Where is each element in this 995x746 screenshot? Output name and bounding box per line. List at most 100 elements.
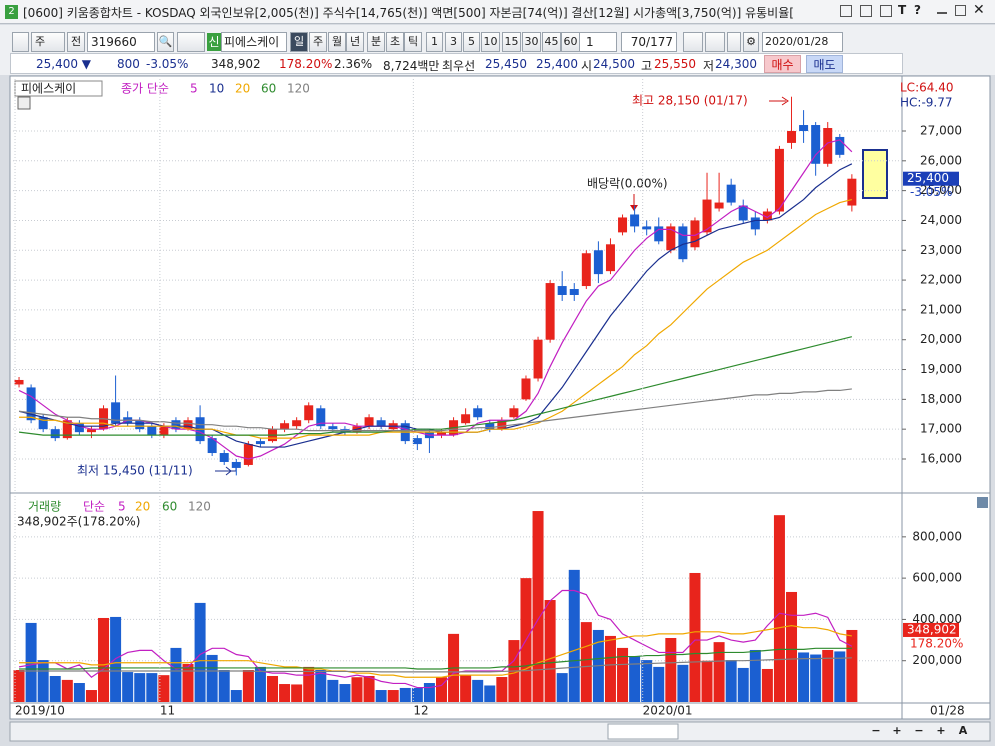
end-date: 01/28 [930, 704, 965, 718]
buy-button[interactable]: 매수 [764, 55, 801, 73]
minimize[interactable] [937, 12, 947, 14]
search-button[interactable]: 🔍 [157, 32, 174, 52]
interval-button[interactable]: 월 [328, 32, 346, 52]
zoom-button[interactable]: + [936, 724, 946, 737]
volume-bar [556, 673, 568, 702]
interval-button[interactable]: 년 [346, 32, 364, 52]
volume-bar [798, 652, 810, 702]
number-button[interactable]: 5 [463, 32, 480, 52]
zoom-button[interactable]: − [914, 724, 924, 737]
number-button[interactable]: 1 [426, 32, 443, 52]
best-label: 최우선 [442, 59, 476, 73]
moving-average [19, 657, 852, 673]
volume-bar [737, 667, 749, 702]
number-button[interactable]: 10 [481, 32, 500, 52]
window-icon[interactable] [860, 5, 872, 17]
change: 800 [117, 57, 140, 71]
legend-entry: 10 [209, 82, 224, 96]
window-icon[interactable] [840, 5, 852, 17]
window-title: [0600] 키움종합차트 - KOSDAQ 외국인보유[2,005(천)] 주… [23, 6, 794, 20]
x-tick-label: 2019/10 [15, 704, 65, 718]
scroll-buttons[interactable] [607, 723, 679, 740]
number-button[interactable]: 60 [561, 32, 580, 52]
volume-bar [327, 679, 339, 702]
volume-bar [496, 677, 508, 702]
tool-button[interactable] [727, 32, 741, 52]
menu-button[interactable] [12, 32, 29, 52]
prev-button[interactable]: 전 [67, 32, 85, 52]
candle-body [50, 429, 60, 439]
sound-button[interactable] [177, 32, 205, 52]
candle-body [630, 214, 640, 227]
last-change-label: -3.05% [910, 185, 952, 199]
maximize[interactable] [955, 5, 966, 16]
candle-body [86, 429, 96, 433]
y-tick-label: 25,000 [920, 183, 962, 197]
count-unit[interactable]: 1 [579, 32, 617, 52]
number-button[interactable]: 45 [542, 32, 561, 52]
candle-body [159, 426, 169, 436]
panel-icon [977, 497, 988, 508]
volume-bar [158, 675, 170, 702]
moving-average [19, 625, 852, 678]
sell-button[interactable]: 매도 [806, 55, 843, 73]
moving-average [18, 336, 853, 436]
interval-button[interactable]: 틱 [404, 32, 422, 52]
zoom-button[interactable]: − [871, 724, 881, 737]
tool-button[interactable] [683, 32, 703, 52]
volume-bar [484, 685, 496, 702]
candle-body [74, 423, 84, 433]
candle-body [38, 417, 48, 430]
candle-body [823, 128, 833, 164]
candle-body [412, 438, 422, 445]
interval-button[interactable]: 일 [290, 32, 308, 52]
annotation: 최저 15,450 (11/11) [77, 464, 193, 478]
window-icon[interactable] [880, 5, 892, 17]
window-icon[interactable]: ? [914, 3, 921, 17]
high-label: 고 [641, 59, 653, 73]
number-button[interactable]: 3 [445, 32, 462, 52]
interval-button[interactable]: 초 [386, 32, 404, 52]
candle-body [593, 250, 603, 275]
legend-entry: 20 [135, 500, 150, 514]
interval-button[interactable]: 분 [367, 32, 385, 52]
legend-entry: 120 [287, 82, 310, 96]
window-icon[interactable]: T [898, 3, 907, 17]
candle-body [171, 420, 181, 430]
candle-body [605, 244, 615, 272]
period-select[interactable]: 주 [31, 32, 65, 52]
y-tick-label: 17,000 [920, 422, 962, 436]
candle-body [799, 125, 809, 131]
y-tick-label: 19,000 [920, 362, 962, 376]
highlight-box [862, 149, 888, 199]
tool-button[interactable] [705, 32, 725, 52]
interval-button[interactable]: 주 [309, 32, 327, 52]
close[interactable]: ✕ [973, 2, 985, 18]
settings-button[interactable]: ⚙ [743, 32, 759, 52]
y-tick-label: 20,000 [920, 332, 962, 346]
number-button[interactable]: 15 [502, 32, 521, 52]
volume-bar [749, 649, 761, 702]
volume-bar [653, 666, 665, 702]
volume-bar [85, 690, 97, 702]
volume-bar [206, 654, 218, 702]
number-button[interactable]: 30 [522, 32, 541, 52]
candle-body [545, 283, 555, 340]
legend-entry: 5 [118, 500, 126, 514]
candle-body [111, 402, 121, 424]
scrollbar[interactable] [9, 721, 991, 742]
volume-bar [363, 675, 375, 702]
date-input[interactable]: 2020/01/28 [762, 32, 843, 52]
zoom-button[interactable]: + [892, 724, 902, 737]
x-tick-label: 2020/01 [643, 704, 693, 718]
legend-prefix: 단순 [83, 500, 105, 514]
volume-bar [822, 649, 834, 702]
volume-bar [725, 660, 737, 702]
code-input[interactable]: 319660 [87, 32, 155, 52]
volume-bar [375, 690, 387, 702]
rate: -3.05% [146, 57, 189, 71]
zoom-button[interactable]: A [958, 724, 968, 737]
candle-body [714, 202, 724, 209]
